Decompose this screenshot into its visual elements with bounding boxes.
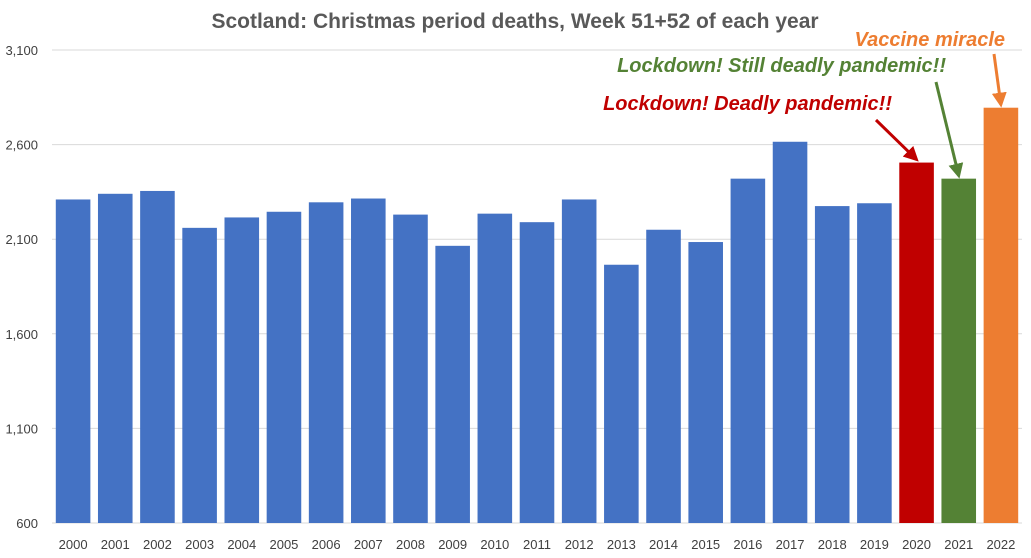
x-tick-label: 2021 <box>944 537 973 552</box>
x-tick-label: 2009 <box>438 537 467 552</box>
y-tick-label: 1,100 <box>5 421 38 436</box>
x-tick-label: 2016 <box>733 537 762 552</box>
bar-2000 <box>55 199 91 523</box>
annotation-2022: Vaccine miracle <box>855 29 1005 51</box>
bar-2013 <box>604 264 639 523</box>
bar-2007 <box>351 198 386 523</box>
x-tick-label: 2004 <box>227 537 256 552</box>
x-tick-label: 2001 <box>101 537 130 552</box>
annotations: Lockdown! Deadly pandemic!! Lockdown! Sti… <box>603 29 1007 179</box>
x-tick-label: 2006 <box>312 537 341 552</box>
x-tick-label: 2018 <box>818 537 847 552</box>
bars <box>55 107 1019 524</box>
x-tick-label: 2008 <box>396 537 425 552</box>
bar-2001 <box>97 193 133 524</box>
x-tick-label: 2020 <box>902 537 931 552</box>
bar-2011 <box>519 222 555 523</box>
bar-2016 <box>730 178 766 523</box>
bar-2003 <box>182 227 217 523</box>
bar-2021 <box>941 178 977 523</box>
x-tick-label: 2002 <box>143 537 172 552</box>
bar-2015 <box>688 242 723 523</box>
y-tick-label: 2,600 <box>5 138 38 153</box>
bar-2005 <box>266 211 302 524</box>
x-tick-label: 2011 <box>523 537 551 552</box>
bar-2002 <box>140 190 175 524</box>
x-tick-label: 2019 <box>860 537 889 552</box>
x-tick-label: 2015 <box>691 537 720 552</box>
x-tick-label: 2012 <box>565 537 594 552</box>
x-tick-label: 2014 <box>649 537 678 552</box>
y-axis-tick-labels: 600 1,100 1,600 2,100 2,600 3,100 <box>5 43 38 531</box>
x-tick-label: 2000 <box>59 537 88 552</box>
y-tick-label: 1,600 <box>5 327 38 342</box>
bar-2006 <box>308 202 344 523</box>
x-tick-label: 2007 <box>354 537 383 552</box>
y-tick-label: 600 <box>16 516 38 531</box>
x-tick-label: 2005 <box>269 537 298 552</box>
x-tick-label: 2022 <box>986 537 1015 552</box>
annotation-arrow-2022 <box>991 53 1007 108</box>
bar-2004 <box>224 217 260 523</box>
bar-2017 <box>772 141 808 523</box>
x-tick-label: 2010 <box>480 537 509 552</box>
y-tick-label: 3,100 <box>5 43 38 58</box>
bar-2012 <box>561 199 597 523</box>
bar-2022 <box>983 107 1019 524</box>
bar-2020 <box>899 162 934 523</box>
bar-2019 <box>857 203 892 523</box>
x-axis-tick-labels: 2000 2001 2002 2003 2004 2005 2006 2007 2008 2009… <box>59 537 1016 552</box>
annotation-2020: Lockdown! Deadly pandemic!! <box>603 93 892 115</box>
bar-2010 <box>477 213 513 523</box>
bar-2018 <box>814 206 850 523</box>
annotation-arrow-2020 <box>874 118 919 162</box>
bar-2009 <box>435 245 470 523</box>
bar-2014 <box>646 229 681 524</box>
bar-2008 <box>393 214 428 523</box>
x-tick-label: 2003 <box>185 537 214 552</box>
y-tick-label: 2,100 <box>5 232 38 247</box>
chart-title: Scotland: Christmas period deaths, Week … <box>211 10 818 33</box>
annotation-2021: Lockdown! Still deadly pandemic!! <box>617 55 946 77</box>
x-tick-label: 2013 <box>607 537 636 552</box>
annotation-arrow-2021 <box>934 81 964 179</box>
x-tick-label: 2017 <box>776 537 805 552</box>
